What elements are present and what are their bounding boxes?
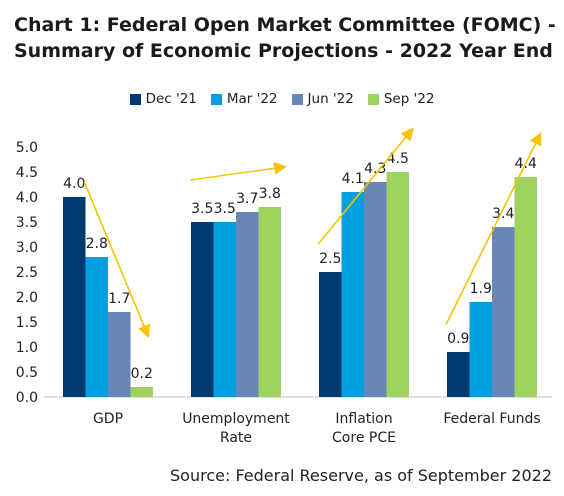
data-label: 4.3: [364, 161, 386, 177]
chart-title: Chart 1: Federal Open Market Committee (…: [14, 12, 556, 64]
y-tick-label: 3.5: [16, 215, 38, 231]
x-category-label: Unemployment: [182, 411, 290, 427]
y-tick-label: 1.0: [16, 340, 38, 356]
bar: [108, 312, 131, 397]
data-label: 1.7: [108, 291, 130, 307]
bar: [258, 207, 281, 397]
x-category-label: Rate: [220, 430, 252, 446]
y-tick-label: 2.5: [16, 265, 38, 281]
chart-title-line-2: Summary of Economic Projections - 2022 Y…: [14, 40, 553, 62]
trend-arrow: [83, 181, 150, 338]
data-label: 2.5: [319, 251, 341, 267]
y-tick-label: 4.0: [16, 190, 38, 206]
legend-label: Jun '22: [307, 91, 354, 107]
legend-item: Dec '21: [129, 91, 197, 107]
legend-label: Sep '22: [383, 91, 435, 107]
bar: [191, 222, 214, 397]
legend-item: Mar '22: [210, 91, 278, 107]
data-label: 3.7: [236, 191, 258, 207]
x-category-label: Inflation: [335, 411, 392, 427]
data-label: 3.5: [214, 201, 236, 217]
data-label: 0.2: [131, 366, 153, 382]
y-tick-label: 0.0: [16, 390, 38, 406]
x-category-label: GDP: [93, 411, 123, 427]
trend-arrow: [317, 127, 414, 245]
data-label: 3.4: [492, 206, 514, 222]
y-tick-label: 3.0: [16, 240, 38, 256]
bar: [514, 177, 537, 397]
bar: [85, 257, 108, 397]
y-tick-label: 1.5: [16, 315, 38, 331]
data-label: 2.8: [86, 236, 108, 252]
x-category-label: Federal Funds: [443, 411, 540, 427]
bar: [63, 197, 86, 397]
data-label: 4.1: [342, 171, 364, 187]
legend-item: Jun '22: [291, 91, 354, 107]
data-label: 4.0: [63, 176, 85, 192]
bar: [236, 212, 259, 397]
bar: [492, 227, 515, 397]
legend-label: Dec '21: [145, 91, 197, 107]
data-label: 4.5: [387, 151, 409, 167]
legend-swatch: [291, 93, 303, 105]
legend-swatch: [129, 93, 141, 105]
bar: [341, 192, 364, 397]
bar: [213, 222, 236, 397]
bar: [469, 302, 492, 397]
legend-item: Sep '22: [367, 91, 435, 107]
data-label: 1.9: [470, 281, 492, 297]
data-label: 0.9: [447, 331, 469, 347]
trend-arrow: [190, 161, 287, 181]
bar: [364, 182, 387, 397]
bar: [130, 387, 153, 397]
legend-swatch: [210, 93, 222, 105]
bar: [386, 172, 409, 397]
y-tick-label: 2.0: [16, 290, 38, 306]
y-tick-label: 0.5: [16, 365, 38, 381]
x-category-label: Core PCE: [332, 430, 396, 446]
chart-title-line-1: Chart 1: Federal Open Market Committee (…: [14, 14, 556, 36]
y-tick-label: 5.0: [16, 140, 38, 156]
y-tick-label: 4.5: [16, 165, 38, 181]
legend-label: Mar '22: [226, 91, 278, 107]
trend-arrow: [445, 132, 542, 325]
data-label: 3.8: [259, 186, 281, 202]
bar: [447, 352, 470, 397]
legend-swatch: [367, 93, 379, 105]
source-note: Source: Federal Reserve, as of September…: [170, 466, 552, 485]
chart-legend: Dec '21 Mar '22 Jun '22 Sep '22: [0, 91, 564, 107]
bar: [319, 272, 342, 397]
data-label: 3.5: [191, 201, 213, 217]
